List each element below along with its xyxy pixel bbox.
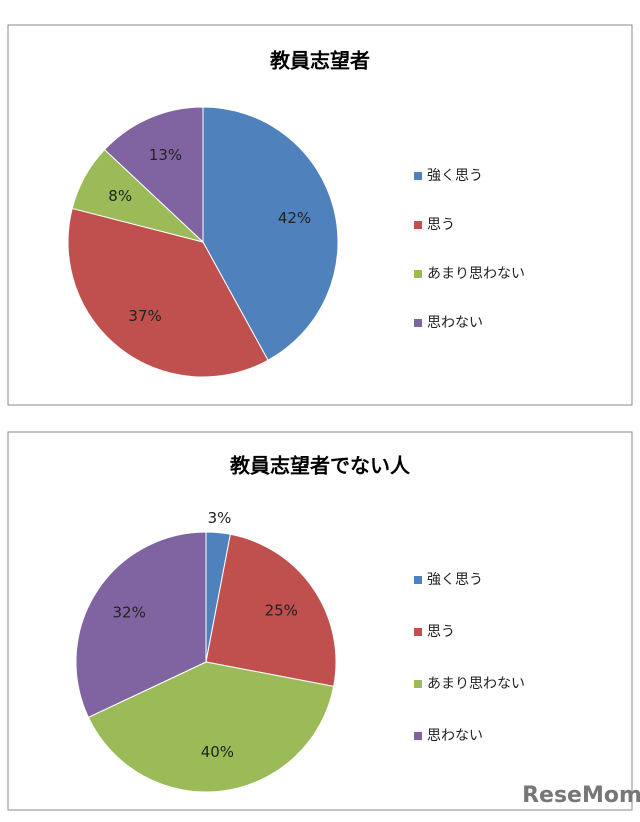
watermark: ReseMom: [522, 783, 640, 808]
legend-label: 強く思う: [427, 168, 483, 184]
chart-title: 教員志望者でない人: [230, 454, 411, 478]
pie-slice: [87, 661, 335, 793]
legend-swatch: [414, 576, 422, 584]
legend-label: 思う: [427, 624, 455, 640]
pie-slice: [103, 106, 204, 244]
pie-slice: [205, 533, 337, 687]
legend-label: あまり思わない: [427, 676, 525, 692]
data-label: 25%: [265, 601, 298, 619]
legend-swatch: [414, 270, 422, 278]
chart-title: 教員志望者: [270, 49, 370, 73]
legend-swatch: [414, 221, 422, 229]
data-label: 3%: [208, 509, 232, 527]
pie-slice: [75, 531, 207, 719]
legend-swatch: [414, 628, 422, 636]
pie-slice: [67, 207, 269, 378]
legend-swatch: [414, 172, 422, 180]
data-label: 37%: [128, 307, 161, 325]
legend-label: 思う: [427, 217, 455, 233]
data-label: 40%: [201, 743, 234, 761]
legend-label: 強く思う: [427, 572, 483, 588]
legend-swatch: [414, 680, 422, 688]
legend-swatch: [414, 732, 422, 740]
pie-slice: [202, 106, 339, 361]
data-label: 32%: [112, 604, 145, 622]
legend-label: 思わない: [427, 728, 483, 744]
legend-label: 思わない: [427, 315, 483, 331]
data-label: 42%: [278, 209, 311, 227]
legend-swatch: [414, 319, 422, 327]
data-label: 13%: [149, 146, 182, 164]
data-label: 8%: [108, 187, 132, 205]
legend-label: あまり思わない: [427, 266, 525, 282]
